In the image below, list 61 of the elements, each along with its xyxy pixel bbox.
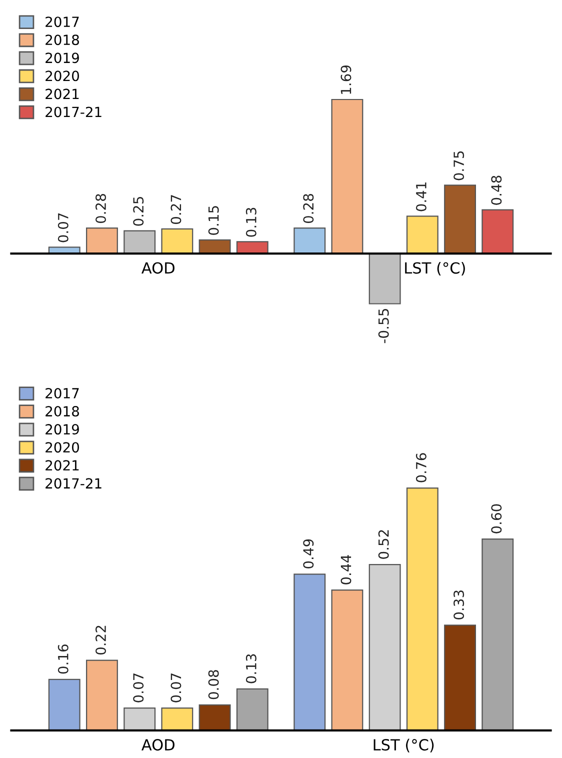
- data-label: 0.28: [96, 194, 106, 224]
- legend-label: 2020: [46, 442, 79, 453]
- bar: [86, 660, 118, 731]
- data-label: 0.25: [133, 197, 144, 226]
- legend-label: 2019: [46, 52, 79, 64]
- data-label: 0.52: [378, 530, 389, 559]
- bar: [161, 228, 194, 254]
- x-tick-label: AOD: [142, 739, 174, 751]
- bar: [406, 488, 438, 731]
- data-label: 0.41: [416, 182, 426, 212]
- bar: [124, 708, 156, 731]
- bar: [444, 624, 476, 731]
- legend-label: 2019: [46, 424, 79, 435]
- legend-label: 2017-21: [46, 106, 102, 118]
- data-label: 0.48: [491, 176, 502, 205]
- bar: [331, 98, 364, 254]
- data-label: 0.33: [454, 590, 464, 620]
- data-label: 0.28: [303, 194, 314, 224]
- legend-label: 2021: [46, 88, 79, 100]
- legend-label: 2018: [46, 406, 79, 417]
- legend-label: 2020: [46, 70, 79, 82]
- bar: [86, 228, 118, 254]
- bar: [406, 216, 438, 254]
- bar: [48, 678, 80, 731]
- data-label: 1.69: [340, 65, 352, 94]
- legend-label: 2021: [46, 460, 79, 471]
- bar: [198, 704, 231, 731]
- data-label: 0.49: [303, 539, 314, 568]
- legend-label: 2018: [46, 34, 79, 46]
- data-label: 0.07: [170, 674, 182, 702]
- bar: [124, 230, 156, 254]
- bar: [236, 688, 268, 731]
- legend-label: 2017: [46, 16, 79, 28]
- data-label: 0.07: [133, 674, 144, 702]
- x-tick-label: LST (°C): [405, 262, 465, 276]
- data-label: 0.22: [96, 626, 106, 654]
- bar: [161, 708, 194, 731]
- data-label: 0.27: [170, 195, 182, 224]
- data-label: 0.15: [208, 206, 219, 235]
- legend-label: 2017: [46, 388, 79, 399]
- x-tick-label: LST (°C): [374, 738, 434, 752]
- bar: [482, 538, 514, 731]
- legend-label: 2017-21: [46, 478, 102, 489]
- bar: [294, 228, 326, 254]
- bar: [482, 209, 514, 254]
- data-label: -0.55: [378, 309, 389, 344]
- data-label: 0.60: [491, 504, 502, 534]
- data-label: 0.13: [246, 654, 256, 684]
- data-label: 0.13: [246, 208, 256, 237]
- bar: [444, 184, 476, 254]
- bar: [368, 253, 401, 304]
- bar: [331, 590, 364, 731]
- data-label: 0.07: [58, 213, 68, 242]
- data-label: 0.76: [416, 453, 426, 482]
- x-tick-label: AOD: [142, 262, 174, 274]
- data-label: 0.16: [58, 644, 68, 674]
- bar: [294, 574, 326, 731]
- data-label: 0.08: [208, 670, 219, 700]
- data-label: 0.75: [454, 151, 464, 180]
- data-label: 0.44: [340, 555, 352, 584]
- bar: [368, 564, 401, 731]
